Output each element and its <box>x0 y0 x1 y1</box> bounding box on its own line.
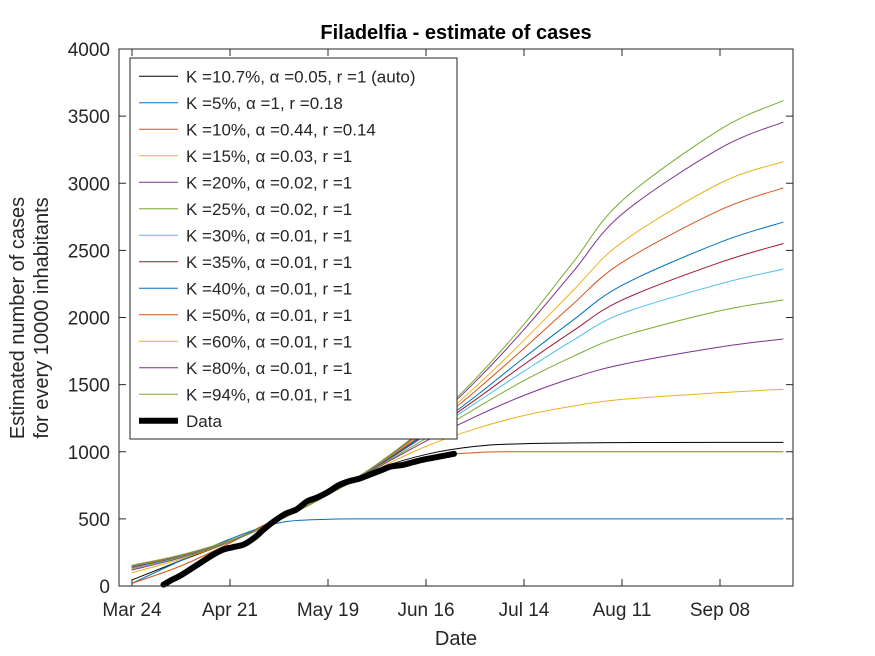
legend-entry-label: K =35%, α =0.01, r =1 <box>186 253 352 272</box>
y-axis-label-line-2: for every 10000 inhabitants <box>31 197 53 438</box>
legend-entry-label: K =15%, α =0.03, r =1 <box>186 147 352 166</box>
y-tick-label: 2500 <box>68 241 110 262</box>
y-tick-label: 3000 <box>68 174 110 195</box>
y-tick-label: 2000 <box>68 309 110 330</box>
legend-entry-label: K =50%, α =0.01, r =1 <box>186 306 352 325</box>
y-axis-label-line-1: Estimated number of cases <box>7 197 29 439</box>
x-tick-label: Apr 21 <box>202 600 258 621</box>
chart-title: Filadelfia - estimate of cases <box>320 22 591 44</box>
legend-entry-label: K =80%, α =0.01, r =1 <box>186 359 352 378</box>
legend-entry-label: K =94%, α =0.01, r =1 <box>186 385 352 404</box>
legend: K =10.7%, α =0.05, r =1 (auto) K =5%, α =… <box>129 57 458 440</box>
legend-entry-label: K =10%, α =0.44, r =0.14 <box>186 120 376 139</box>
y-tick-label: 1500 <box>68 376 110 397</box>
x-tick-label: May 19 <box>297 600 359 621</box>
x-axis-label: Date <box>435 628 477 650</box>
x-tick-label: Jul 14 <box>499 600 550 621</box>
legend-entry-label: K =30%, α =0.01, r =1 <box>186 226 352 245</box>
legend-entry-label: K =40%, α =0.01, r =1 <box>186 279 352 298</box>
legend-entry-label: K =10.7%, α =0.05, r =1 (auto) <box>186 67 416 86</box>
x-tick-label: Aug 11 <box>593 600 652 621</box>
legend-entry-label: K =60%, α =0.01, r =1 <box>186 332 352 351</box>
legend-entry-label: K =25%, α =0.02, r =1 <box>186 200 352 219</box>
y-tick-label: 1000 <box>68 443 110 464</box>
y-tick-label: 0 <box>99 577 110 598</box>
axes-layer: 0 500 1000 1500 2000 2500 3000 3500 4000 Mar 24 Ap… <box>68 40 794 621</box>
y-tick-label: 4000 <box>68 40 110 61</box>
x-tick-label: Jun 16 <box>397 600 454 621</box>
y-tick-label: 500 <box>78 510 110 531</box>
data-series-line <box>160 450 457 588</box>
legend-entry-label: K =20%, α =0.02, r =1 <box>186 173 352 192</box>
legend-box <box>129 57 458 440</box>
x-tick-label: Sep 08 <box>690 600 750 621</box>
legend-entry-label: K =5%, α =1, r =0.18 <box>186 94 343 113</box>
y-tick-label: 3500 <box>68 107 110 128</box>
x-tick-label: Mar 24 <box>102 600 162 621</box>
legend-entry-label: Data <box>186 412 222 431</box>
